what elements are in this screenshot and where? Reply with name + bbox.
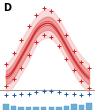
Point (20, 93, 22, 94)
Point (58, 45, 60, 47)
Bar (3, 104, 9, 110)
Bar (33, 107, 39, 110)
Point (43, 90, 44, 92)
Point (35, 15, 37, 16)
Point (35, 92, 37, 93)
Point (43, 7, 44, 9)
Text: D: D (3, 3, 11, 13)
Point (28, 26, 29, 27)
Point (28, 93, 29, 94)
Point (81, 94, 82, 95)
Bar (86, 103, 92, 110)
Point (35, 41, 37, 43)
Point (51, 10, 52, 12)
Point (28, 54, 29, 56)
Point (43, 34, 44, 36)
Point (73, 50, 75, 51)
Point (66, 59, 67, 60)
Point (20, 39, 22, 40)
Point (58, 92, 60, 93)
Point (5, 85, 7, 87)
Point (73, 70, 75, 71)
Bar (18, 107, 24, 110)
Point (81, 61, 82, 62)
Point (81, 81, 82, 82)
Point (5, 63, 7, 65)
Bar (49, 107, 54, 110)
Bar (41, 107, 46, 110)
Bar (11, 106, 16, 110)
Bar (79, 105, 84, 110)
Point (20, 67, 22, 69)
Point (5, 94, 7, 95)
Point (51, 37, 52, 38)
Bar (26, 107, 31, 110)
Bar (71, 104, 77, 110)
Point (88, 87, 90, 89)
Point (51, 90, 52, 92)
Point (13, 94, 14, 95)
Point (88, 93, 90, 94)
Bar (56, 107, 62, 110)
Point (66, 93, 67, 94)
Bar (64, 106, 69, 110)
Point (73, 93, 75, 94)
Point (88, 67, 90, 69)
Point (13, 52, 14, 54)
Point (66, 34, 67, 36)
Point (13, 78, 14, 80)
Point (58, 19, 60, 21)
